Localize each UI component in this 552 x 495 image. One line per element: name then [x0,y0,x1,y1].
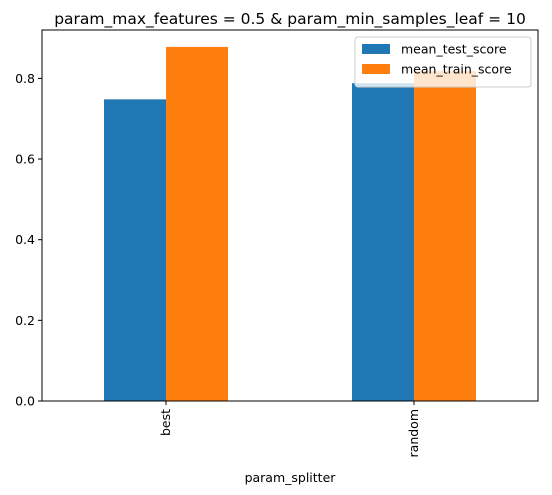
x-tick-label: random [406,409,421,457]
x-tick-label: best [158,409,173,436]
legend-frame [354,36,532,88]
y-tick-label: 0.6 [15,152,35,167]
plot-frame [41,29,539,402]
bar-mean_train_score-best [166,46,228,402]
bar-mean_test_score-random [352,83,414,401]
x-axis-label: param_splitter [245,470,337,485]
y-tick-label: 0.2 [15,313,35,328]
x-axis: best random [158,401,421,457]
y-axis: 0.0 0.2 0.4 0.6 0.8 [15,71,42,409]
legend-swatch [362,44,390,54]
y-tick-label: 0.8 [15,71,35,86]
bar-mean_train_score-random [414,71,476,402]
y-tick-label: 0.4 [15,232,35,247]
bar-mean_test_score-best [104,99,166,401]
chart-title: param_max_features = 0.5 & param_min_sam… [54,10,526,29]
legend: mean_test_score mean_train_score [354,36,532,88]
y-tick-label: 0.0 [15,394,35,409]
legend-label: mean_test_score [401,42,507,57]
legend-label: mean_train_score [401,62,512,77]
legend-swatch [362,64,390,74]
bars-group [104,46,476,402]
